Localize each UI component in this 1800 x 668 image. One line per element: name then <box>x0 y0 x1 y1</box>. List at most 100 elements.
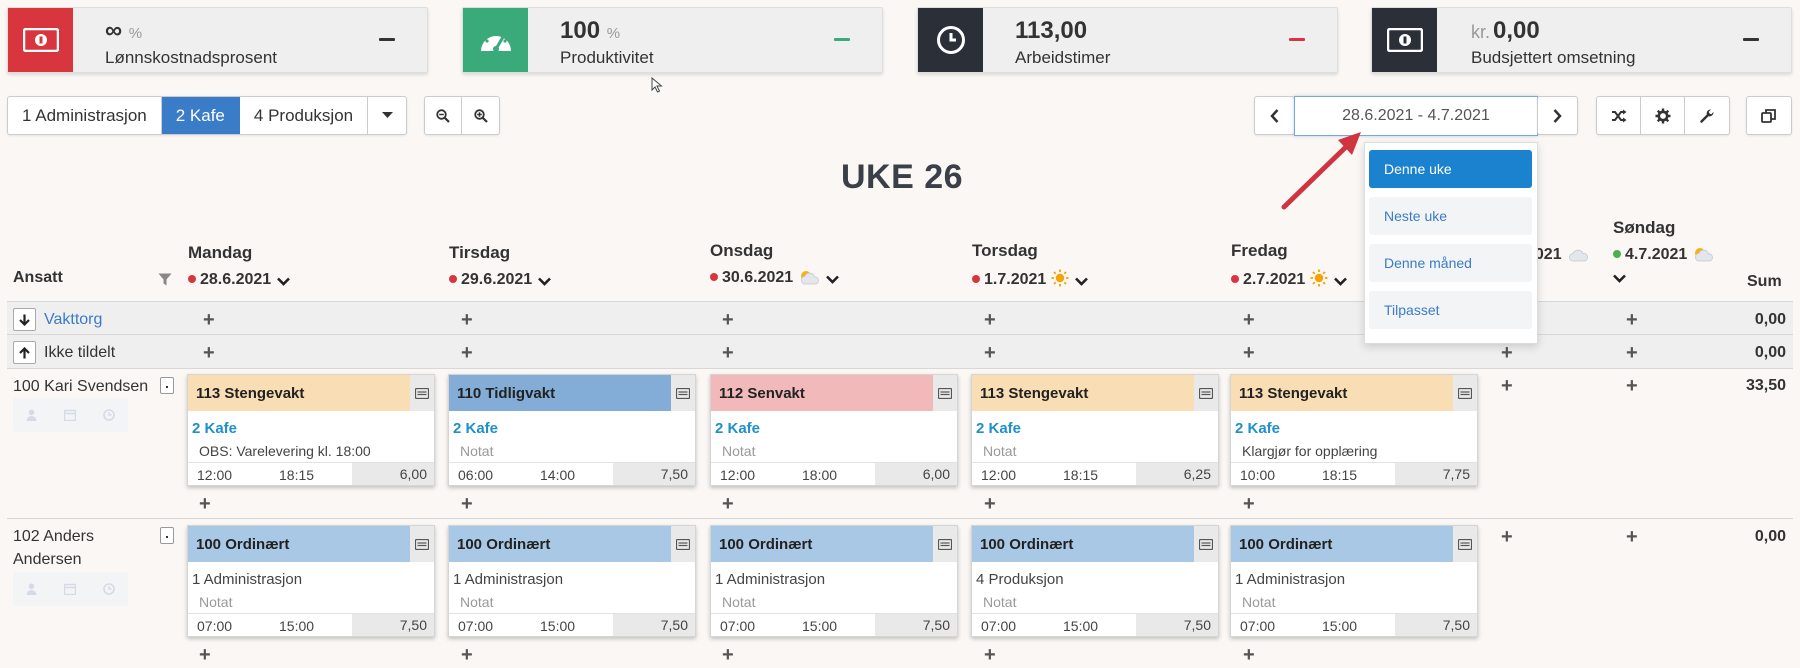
clock-icon[interactable] <box>102 409 115 421</box>
next-week-button[interactable] <box>1538 97 1577 134</box>
add-shift-button[interactable]: + <box>461 342 473 364</box>
shift-details-button[interactable] <box>933 375 957 411</box>
employee-menu-button[interactable] <box>160 377 174 394</box>
add-shift-button[interactable]: + <box>203 309 215 331</box>
day-date: 29.6.2021 <box>461 271 533 288</box>
tab-1-administrasjon[interactable]: 1 Administrasjon <box>8 97 162 134</box>
add-shift-button[interactable]: + <box>199 644 211 666</box>
add-shift-button[interactable]: + <box>1626 309 1638 331</box>
tab-2-kafe[interactable]: 2 Kafe <box>161 97 240 134</box>
shift-details-button[interactable] <box>410 526 434 562</box>
kpi-card-budget-revenue[interactable]: kr. 0,00 Budsjettert omsetning <box>1371 7 1792 73</box>
period-option-custom[interactable]: Tilpasset <box>1369 291 1532 329</box>
add-shift-button[interactable]: + <box>984 644 996 666</box>
day-header-thursday[interactable]: Torsdag 1.7.2021 <box>972 241 1089 289</box>
add-shift-button[interactable]: + <box>1626 342 1638 364</box>
chevron-down-icon[interactable] <box>1075 277 1089 286</box>
shift-start: 07:00 <box>720 618 756 634</box>
add-shift-button[interactable]: + <box>722 309 734 331</box>
add-shift-button[interactable]: + <box>461 644 473 666</box>
shift-card[interactable]: 100 Ordinært 1 Administrasjon Notat 07:0… <box>448 525 696 637</box>
shift-details-button[interactable] <box>933 526 957 562</box>
kpi-card-labor-cost[interactable]: ∞ % Lønnskostnadsprosent <box>7 7 428 73</box>
chevron-down-icon[interactable] <box>826 275 840 284</box>
filter-icon[interactable] <box>158 273 172 286</box>
employee-name[interactable]: 100 Kari Svendsen <box>13 378 149 395</box>
shift-card[interactable]: 113 Stengevakt 2 Kafe Notat 12:00 18:15 6,… <box>971 374 1219 486</box>
add-shift-button[interactable]: + <box>722 342 734 364</box>
add-shift-button[interactable]: + <box>1243 493 1255 515</box>
shift-details-button[interactable] <box>671 526 695 562</box>
clock-icon[interactable] <box>102 583 115 595</box>
chevron-down-icon[interactable] <box>1334 277 1348 286</box>
shift-details-button[interactable] <box>1453 526 1477 562</box>
calendar-icon[interactable] <box>63 409 76 421</box>
add-shift-button[interactable]: + <box>984 342 996 364</box>
employee-name[interactable]: 102 Anders Andersen <box>13 525 94 571</box>
prev-week-button[interactable] <box>1255 97 1294 134</box>
add-shift-button[interactable]: + <box>722 644 734 666</box>
day-header-wednesday[interactable]: Onsdag 30.6.2021 <box>710 241 840 287</box>
shift-card[interactable]: 100 Ordinært 1 Administrasjon Notat 07:0… <box>710 525 958 637</box>
shift-card[interactable]: 113 Stengevakt 2 Kafe OBS: Varelevering … <box>187 374 435 486</box>
add-shift-button[interactable]: + <box>203 342 215 364</box>
row-label-vakttorg[interactable]: Vakttorg <box>44 311 103 328</box>
day-header-sunday[interactable]: Søndag 4.7.2021 <box>1613 218 1714 283</box>
add-shift-button[interactable]: + <box>1243 342 1255 364</box>
day-header-friday[interactable]: Fredag 2.7.2021 <box>1231 241 1348 289</box>
group-dropdown-button[interactable] <box>368 97 406 134</box>
period-option-next-week[interactable]: Neste uke <box>1369 197 1532 235</box>
kpi-card-work-hours[interactable]: 113,00 Arbeidstimer <box>917 7 1338 73</box>
add-shift-button[interactable]: + <box>984 493 996 515</box>
collapse-button[interactable] <box>13 308 36 331</box>
shift-card[interactable]: 110 Tidligvakt 2 Kafe Notat 06:00 14:00 7,… <box>448 374 696 486</box>
user-icon[interactable] <box>26 583 37 595</box>
chevron-down-icon[interactable] <box>1613 274 1626 283</box>
day-date: 1.7.2021 <box>984 271 1047 288</box>
period-option-this-month[interactable]: Denne måned <box>1369 244 1532 282</box>
add-shift-button[interactable]: + <box>722 493 734 515</box>
add-shift-button[interactable]: + <box>1626 526 1638 548</box>
day-header-monday[interactable]: Mandag 28.6.2021 <box>188 243 291 289</box>
employee-menu-button[interactable] <box>160 527 174 544</box>
add-shift-button[interactable]: + <box>1501 342 1513 364</box>
shift-department: 4 Produksjon <box>976 571 1064 588</box>
shift-card[interactable]: 100 Ordinært 1 Administrasjon Notat 07:0… <box>1230 525 1478 637</box>
shuffle-button[interactable] <box>1597 97 1641 134</box>
kpi-prefix: kr. <box>1471 22 1491 42</box>
tab-4-produksjon[interactable]: 4 Produksjon <box>240 97 369 134</box>
copy-week-button[interactable] <box>1747 97 1791 134</box>
shift-details-button[interactable] <box>1194 375 1218 411</box>
add-shift-button[interactable]: + <box>199 493 211 515</box>
shift-card[interactable]: 100 Ordinært 4 Produksjon Notat 07:00 15:… <box>971 525 1219 637</box>
shift-card[interactable]: 113 Stengevakt 2 Kafe Klargjør for opplæ… <box>1230 374 1478 486</box>
add-shift-button[interactable]: + <box>1243 644 1255 666</box>
zoom-in-button[interactable] <box>462 97 499 134</box>
kpi-card-productivity[interactable]: 100 % Produktivitet <box>462 7 883 73</box>
calendar-icon[interactable] <box>63 583 76 595</box>
settings-button[interactable] <box>1641 97 1685 134</box>
add-shift-button[interactable]: + <box>461 309 473 331</box>
day-header-tuesday[interactable]: Tirsdag 29.6.2021 <box>449 243 552 289</box>
shift-details-button[interactable] <box>410 375 434 411</box>
tools-button[interactable] <box>1685 97 1729 134</box>
add-shift-button[interactable]: + <box>461 493 473 515</box>
add-shift-button[interactable]: + <box>1501 375 1513 397</box>
add-shift-button[interactable]: + <box>1626 375 1638 397</box>
chevron-down-icon[interactable] <box>538 277 552 286</box>
shift-note: OBS: Varelevering kl. 18:00 <box>199 443 371 459</box>
shift-card[interactable]: 100 Ordinært 1 Administrasjon Notat 07:0… <box>187 525 435 637</box>
expand-button[interactable] <box>13 341 36 364</box>
shift-details-button[interactable] <box>1194 526 1218 562</box>
zoom-out-button[interactable] <box>425 97 462 134</box>
shift-details-button[interactable] <box>671 375 695 411</box>
add-shift-button[interactable]: + <box>1501 526 1513 548</box>
add-shift-button[interactable]: + <box>1243 309 1255 331</box>
shift-details-button[interactable] <box>1453 375 1477 411</box>
period-option-this-week[interactable]: Denne uke <box>1369 150 1532 188</box>
column-header-sum: Sum <box>1747 273 1782 290</box>
add-shift-button[interactable]: + <box>984 309 996 331</box>
chevron-down-icon[interactable] <box>277 277 291 286</box>
user-icon[interactable] <box>26 409 37 421</box>
shift-card[interactable]: 112 Senvakt 2 Kafe Notat 12:00 18:00 6,00 <box>710 374 958 486</box>
